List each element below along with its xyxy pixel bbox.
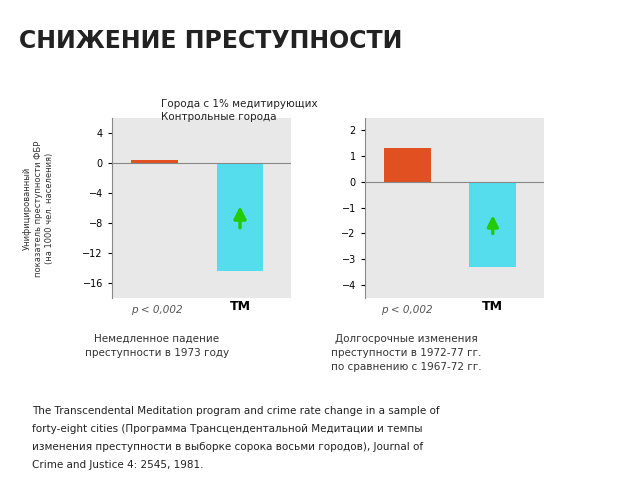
Text: преступности в 1972-77 гг.: преступности в 1972-77 гг. — [332, 348, 481, 358]
Text: Унифицированный
показатель преступности ФБР
(на 1000 чел. населения): Унифицированный показатель преступности … — [23, 141, 54, 277]
Text: Долгосрочные изменения: Долгосрочные изменения — [335, 334, 478, 344]
Bar — [469, 182, 516, 267]
Text: forty-eight cities (Программа Трансцендентальной Медитации и темпы: forty-eight cities (Программа Трансценде… — [32, 424, 422, 434]
Text: The Transcendental Meditation program and crime rate change in a sample of: The Transcendental Meditation program an… — [32, 406, 440, 416]
Text: преступности в 1973 году: преступности в 1973 году — [84, 348, 229, 358]
Text: Crime and Justice 4: 2545, 1981.: Crime and Justice 4: 2545, 1981. — [32, 460, 204, 470]
Bar — [131, 159, 178, 163]
Text: Немедленное падение: Немедленное падение — [94, 334, 220, 344]
Bar — [384, 148, 431, 182]
Text: СНИЖЕНИЕ ПРЕСТУПНОСТИ: СНИЖЕНИЕ ПРЕСТУПНОСТИ — [19, 29, 403, 53]
Text: изменения преступности в выборке сорока восьми городов), Journal of: изменения преступности в выборке сорока … — [32, 442, 423, 452]
Text: p < 0,002: p < 0,002 — [131, 305, 182, 315]
Bar — [216, 163, 264, 271]
Text: Города с 1% медитирующих: Города с 1% медитирующих — [161, 99, 318, 108]
Text: Контрольные города: Контрольные города — [161, 112, 276, 122]
Text: по сравнению с 1967-72 гг.: по сравнению с 1967-72 гг. — [331, 362, 482, 372]
Text: p < 0,002: p < 0,002 — [381, 305, 432, 315]
